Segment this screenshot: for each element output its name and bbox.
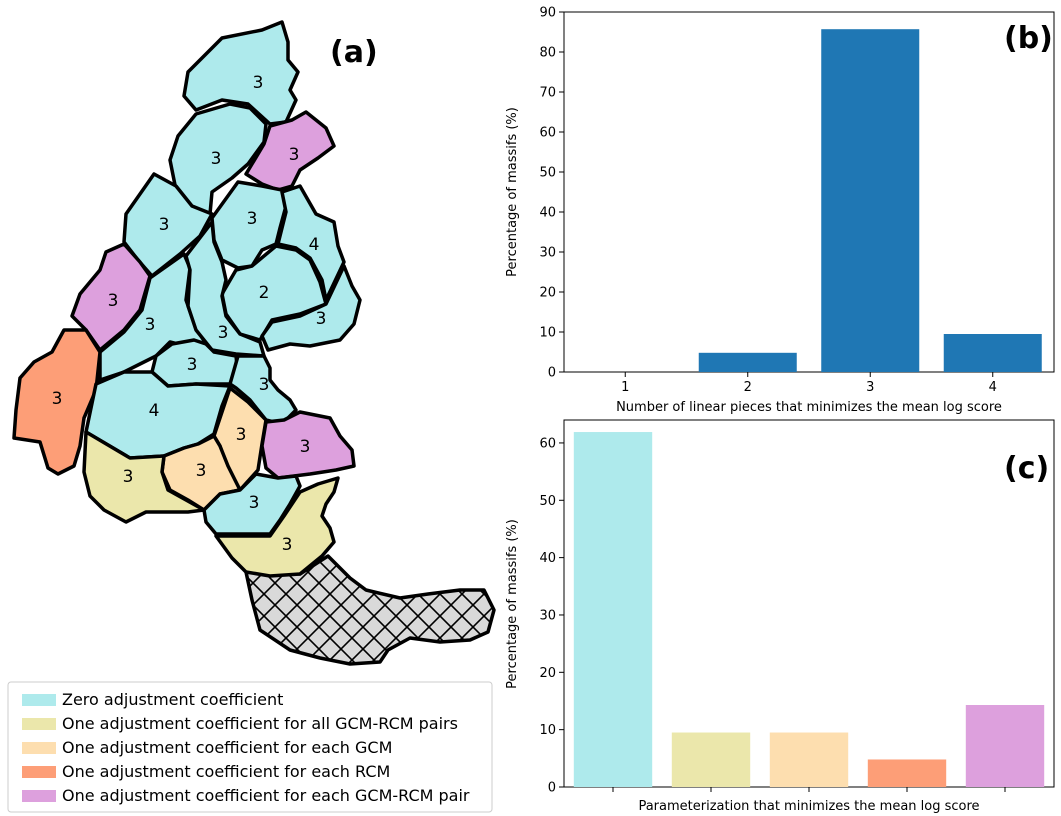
- bar: [867, 759, 947, 787]
- bar: [769, 732, 849, 787]
- massif-value: 3: [249, 493, 260, 513]
- massif-value: 3: [108, 291, 119, 311]
- legend-swatch: [22, 766, 56, 778]
- y-tick-label: 0: [548, 366, 556, 381]
- y-tick-label: 30: [539, 246, 556, 261]
- legend-label: One adjustment coefficient for each RCM: [62, 762, 390, 781]
- massif-zero: [260, 264, 362, 352]
- bar: [671, 732, 751, 787]
- y-tick-label: 20: [539, 666, 556, 681]
- massif-value: 3: [145, 315, 156, 335]
- bar: [965, 704, 1045, 787]
- massif-value: 3: [187, 355, 198, 375]
- massif-value: 3: [159, 215, 170, 235]
- y-tick-label: 50: [539, 166, 556, 181]
- massif-value: 4: [309, 235, 320, 255]
- massif-value: 3: [282, 535, 293, 555]
- chart-c-xlabel: Parameterization that minimizes the mean…: [638, 799, 979, 814]
- massif-hatched: [244, 554, 496, 666]
- legend-label: One adjustment coefficient for each GCM-…: [62, 786, 470, 805]
- massif-all: [214, 476, 340, 578]
- y-tick-label: 50: [539, 494, 556, 509]
- bar: [821, 29, 920, 372]
- x-tick-label: 4: [989, 380, 997, 395]
- massif-value: 3: [123, 467, 134, 487]
- massif-value: 3: [52, 389, 63, 409]
- legend-swatch: [22, 718, 56, 730]
- chart-b-xlabel: Number of linear pieces that minimizes t…: [616, 400, 1002, 415]
- chart-b: 0 10 20 30 40 50 60 70 80 90 1 2 3 4 Number of linea…: [505, 6, 1055, 415]
- chart-b-frame: [563, 11, 1055, 373]
- massif-value: 3: [289, 145, 300, 165]
- chart-c-ylabel: Percentage of massifs (%): [505, 519, 520, 689]
- massif-value: 3: [300, 437, 311, 457]
- massif-zero: [202, 472, 302, 536]
- y-tick-label: 20: [539, 286, 556, 301]
- legend-swatch: [22, 694, 56, 706]
- chart-c: 0 10 20 30 40 50 60 Parameterization that mini…: [505, 419, 1055, 814]
- massif-all: [82, 430, 206, 524]
- legend: Zero adjustment coefficient One adjustmen…: [7, 681, 493, 813]
- massif-pair: [260, 410, 356, 480]
- x-tick-label: 2: [744, 380, 752, 395]
- legend-box: [7, 681, 493, 813]
- massif-zero: [184, 220, 266, 358]
- massif-labels: 3 3 3 3 3 4 3 2 3 3 3 3 3 3 4 3 3 3 3 3 …: [52, 73, 327, 555]
- massif-map: (a) 3 3: [12, 20, 496, 666]
- massif-value: 2: [259, 283, 270, 303]
- y-tick-label: 70: [539, 86, 556, 101]
- bar: [698, 352, 797, 372]
- massif-value: 3: [196, 461, 207, 481]
- massif-rcm: [12, 328, 102, 476]
- y-tick-label: 40: [539, 206, 556, 221]
- bar: [943, 334, 1042, 372]
- massif-value: 3: [247, 209, 258, 229]
- legend-swatch: [22, 790, 56, 802]
- x-tick-label: 1: [621, 380, 629, 395]
- y-tick-label: 90: [539, 6, 556, 21]
- massif-value: 3: [259, 375, 270, 395]
- massif-value: 3: [316, 309, 327, 329]
- y-tick-label: 0: [548, 781, 556, 796]
- chart-b-ylabel: Percentage of massifs (%): [505, 107, 520, 277]
- y-tick-label: 40: [539, 551, 556, 566]
- massif-value: 3: [236, 425, 247, 445]
- legend-swatch: [22, 742, 56, 754]
- y-tick-label: 10: [539, 326, 556, 341]
- massif-value: 3: [218, 323, 229, 343]
- legend-label: One adjustment coefficient for all GCM-R…: [62, 714, 458, 733]
- y-tick-label: 60: [539, 436, 556, 451]
- y-tick-label: 80: [539, 46, 556, 61]
- panel-label-b: (b): [1004, 21, 1053, 56]
- y-tick-label: 30: [539, 608, 556, 623]
- x-tick-label: 3: [866, 380, 874, 395]
- bar: [573, 432, 653, 787]
- legend-label: One adjustment coefficient for each GCM: [62, 738, 392, 757]
- massif-value: 3: [211, 149, 222, 169]
- massif-value: 3: [253, 73, 264, 93]
- panel-label-c: (c): [1004, 451, 1049, 486]
- y-tick-label: 10: [539, 723, 556, 738]
- massif-value: 4: [149, 401, 160, 421]
- massif-zero: [182, 20, 300, 126]
- panel-label-a: (a): [330, 35, 378, 70]
- massif-zero: [228, 354, 298, 426]
- massif-pair: [244, 110, 336, 192]
- legend-label: Zero adjustment coefficient: [62, 690, 283, 709]
- y-tick-label: 60: [539, 126, 556, 141]
